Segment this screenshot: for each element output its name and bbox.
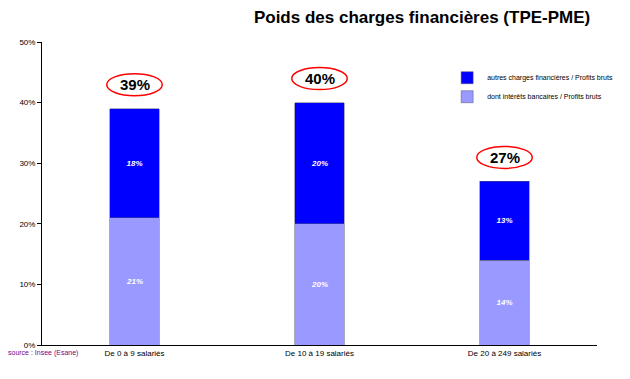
svg-text:autres charges financières / P: autres charges financières / Profits bru…	[487, 74, 613, 82]
svg-text:De 20 à 249 salariés: De 20 à 249 salariés	[468, 349, 541, 358]
svg-text:Poids des charges financières: Poids des charges financières (TPE-PME)	[254, 8, 590, 27]
svg-text:18%: 18%	[126, 159, 142, 168]
svg-text:30%: 30%	[19, 159, 35, 168]
svg-text:De 0 à 9 salariés: De 0 à 9 salariés	[104, 349, 164, 358]
svg-text:0%: 0%	[24, 341, 36, 350]
svg-text:20%: 20%	[19, 220, 35, 229]
svg-text:39%: 39%	[120, 76, 150, 93]
svg-text:40%: 40%	[19, 98, 35, 107]
svg-text:source : Insee (Esane): source : Insee (Esane)	[8, 349, 78, 357]
svg-text:20%: 20%	[311, 159, 328, 168]
svg-text:40%: 40%	[305, 70, 335, 87]
svg-text:De 10 à 19 salariés: De 10 à 19 salariés	[285, 349, 354, 358]
svg-text:21%: 21%	[126, 277, 143, 286]
svg-text:dont intérêts bancaires / Prof: dont intérêts bancaires / Profits bruts	[487, 93, 601, 100]
svg-text:50%: 50%	[19, 38, 35, 47]
svg-text:27%: 27%	[490, 149, 520, 166]
svg-text:20%: 20%	[311, 280, 328, 289]
svg-text:14%: 14%	[496, 298, 512, 307]
svg-text:10%: 10%	[19, 280, 35, 289]
svg-text:13%: 13%	[496, 216, 512, 225]
